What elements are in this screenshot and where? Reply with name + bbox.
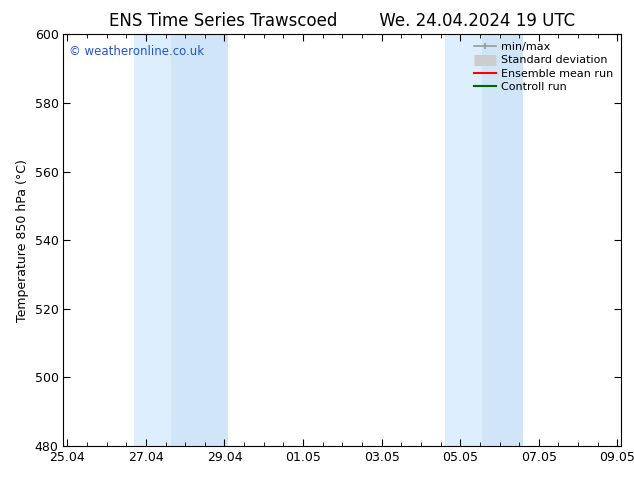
Text: © weatheronline.co.uk: © weatheronline.co.uk — [69, 45, 204, 58]
Bar — [444, 34, 482, 446]
Y-axis label: Temperature 850 hPa (°C): Temperature 850 hPa (°C) — [16, 159, 29, 321]
Legend: min/max, Standard deviation, Ensemble mean run, Controll run: min/max, Standard deviation, Ensemble me… — [469, 38, 618, 97]
Title: ENS Time Series Trawscoed        We. 24.04.2024 19 UTC: ENS Time Series Trawscoed We. 24.04.2024… — [109, 12, 576, 30]
Bar — [134, 34, 171, 446]
Bar — [171, 34, 228, 446]
Bar — [482, 34, 523, 446]
